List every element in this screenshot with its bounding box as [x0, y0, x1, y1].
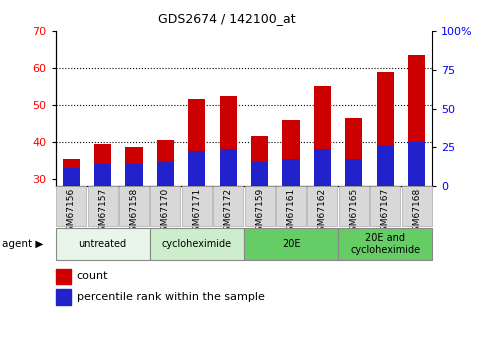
Text: GSM67156: GSM67156 [67, 187, 76, 237]
Bar [188, 99, 205, 186]
Bar [94, 164, 111, 186]
Bar [150, 186, 181, 226]
Bar [244, 228, 338, 260]
Bar [276, 186, 306, 226]
Text: 20E: 20E [282, 239, 300, 249]
Text: GSM67159: GSM67159 [255, 187, 264, 237]
Text: GSM67157: GSM67157 [98, 187, 107, 237]
Text: GSM67161: GSM67161 [286, 187, 296, 237]
Text: count: count [77, 272, 108, 282]
Bar [126, 164, 142, 186]
Bar [345, 118, 362, 186]
Bar [338, 228, 432, 260]
Text: GSM67167: GSM67167 [381, 187, 390, 237]
Bar [345, 159, 362, 186]
Bar [370, 186, 400, 226]
Text: GSM67162: GSM67162 [318, 187, 327, 237]
Bar [401, 186, 432, 226]
Bar [251, 136, 268, 186]
Text: cycloheximide: cycloheximide [162, 239, 232, 249]
Bar [283, 159, 299, 186]
Bar [119, 186, 149, 226]
Bar [87, 186, 118, 226]
Text: agent ▶: agent ▶ [2, 239, 44, 249]
Bar [244, 186, 275, 226]
Text: 20E and
cycloheximide: 20E and cycloheximide [350, 233, 420, 255]
Bar [56, 268, 71, 284]
Bar [56, 186, 86, 226]
Text: untreated: untreated [79, 239, 127, 249]
Bar [63, 159, 80, 186]
Bar [126, 147, 142, 186]
Bar [157, 140, 174, 186]
Bar [339, 186, 369, 226]
Bar [220, 149, 237, 186]
Bar [314, 87, 331, 186]
Bar [220, 96, 237, 186]
Bar [63, 168, 80, 186]
Bar [251, 162, 268, 186]
Bar [314, 149, 331, 186]
Bar [150, 228, 244, 260]
Bar [188, 151, 205, 186]
Bar [182, 186, 212, 226]
Bar [377, 146, 394, 186]
Text: GSM67158: GSM67158 [129, 187, 139, 237]
Bar [408, 55, 425, 186]
Text: GSM67170: GSM67170 [161, 187, 170, 237]
Text: GSM67165: GSM67165 [349, 187, 358, 237]
Bar [56, 289, 71, 305]
Text: GSM67171: GSM67171 [192, 187, 201, 237]
Bar [377, 72, 394, 186]
Text: GDS2674 / 142100_at: GDS2674 / 142100_at [158, 12, 296, 25]
Bar [213, 186, 243, 226]
Bar [94, 144, 111, 186]
Bar [56, 228, 150, 260]
Bar [157, 162, 174, 186]
Text: GSM67168: GSM67168 [412, 187, 421, 237]
Text: percentile rank within the sample: percentile rank within the sample [77, 292, 265, 302]
Bar [307, 186, 338, 226]
Text: GSM67172: GSM67172 [224, 187, 233, 237]
Bar [283, 120, 299, 186]
Bar [408, 142, 425, 186]
